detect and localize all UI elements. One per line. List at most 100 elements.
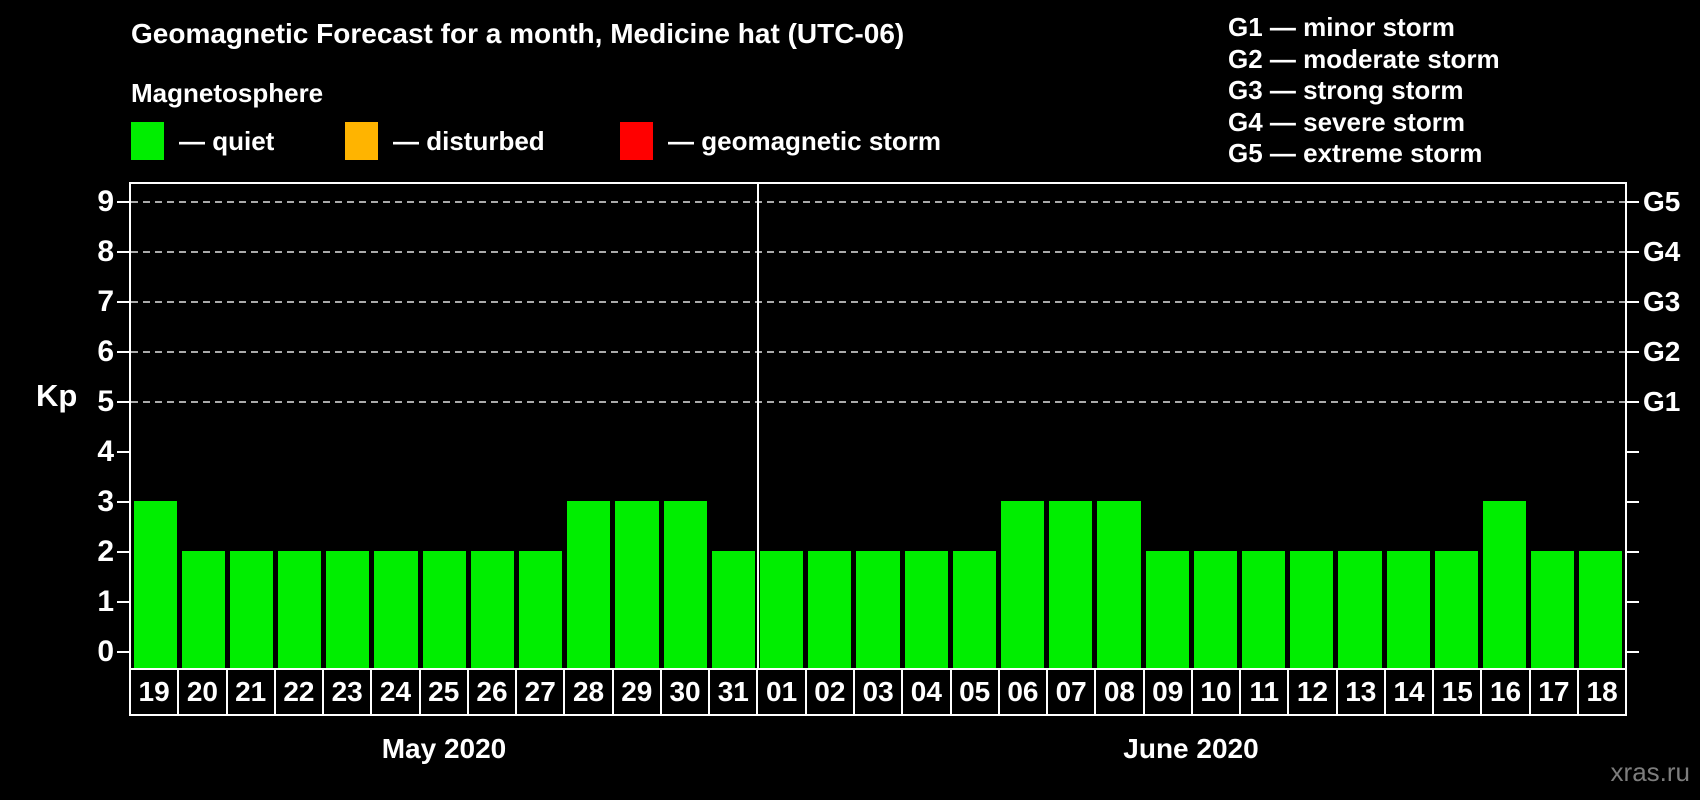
day-cell-09: 09 [1142, 668, 1193, 716]
plot-area [129, 182, 1627, 716]
day-cell-30: 30 [659, 668, 711, 716]
y-tick-label-8: 8 [97, 234, 114, 268]
legend-label-quiet: — quiet [179, 125, 275, 156]
y-tick-label-7: 7 [97, 284, 114, 318]
kp-bar-day-31 [711, 551, 755, 668]
day-cell-17: 17 [1528, 668, 1579, 716]
chart-title: Geomagnetic Forecast for a month, Medici… [131, 18, 905, 49]
right-axis-tick-8 [1627, 250, 1639, 253]
day-cell-27: 27 [515, 668, 566, 716]
kp-bar-day-09 [1145, 551, 1189, 668]
legend-label-disturbed: — disturbed [393, 125, 545, 156]
left-axis-tick-8 [117, 250, 129, 253]
storm-color-swatch [620, 122, 653, 160]
kp-bar-day-21 [229, 551, 274, 668]
left-axis-tick-9 [117, 200, 129, 203]
right-axis-tick-9 [1627, 200, 1639, 203]
kp-bar-day-10 [1193, 551, 1237, 668]
day-cell-08: 08 [1094, 668, 1145, 716]
disturbed-color-swatch [345, 122, 378, 160]
kp-bar-day-06 [1000, 501, 1045, 668]
y-tick-label-5: 5 [97, 384, 114, 418]
storm-scale-g4: G4 — severe storm [1228, 106, 1466, 137]
plot-inner [131, 184, 1625, 716]
day-cell-22: 22 [273, 668, 325, 716]
kp-bar-day-20 [181, 551, 225, 668]
right-axis-tick-1 [1627, 600, 1639, 603]
gridline-kp8 [131, 250, 1625, 253]
quiet-color-swatch [131, 122, 164, 160]
left-axis-tick-0 [117, 650, 129, 653]
day-cell-03: 03 [852, 668, 904, 716]
kp-bar-day-28 [567, 501, 611, 668]
right-axis-tick-2 [1627, 550, 1639, 553]
day-cell-21: 21 [225, 668, 276, 716]
storm-scale-g3: G3 — strong storm [1228, 75, 1464, 105]
day-cell-11: 11 [1239, 668, 1290, 716]
day-axis-band: 19 20 21 22 23 24 25 26 27 28 29 30 31 01 02 03 04 05 06 07… [129, 668, 1628, 716]
day-cell-15: 15 [1432, 668, 1483, 716]
y-tick-label-4: 4 [97, 434, 114, 468]
day-cell-20: 20 [177, 668, 228, 716]
month-separator [756, 184, 759, 716]
storm-scale-g1: G1 — minor storm [1228, 12, 1455, 42]
month-label-may: May 2020 [381, 733, 507, 764]
kp-bar-day-24 [374, 551, 418, 668]
legend-item-disturbed: — disturbed [345, 121, 545, 161]
left-axis-tick-4 [117, 450, 129, 453]
left-axis-tick-6 [117, 350, 129, 353]
kp-bar-day-05 [952, 551, 996, 668]
day-cell-26: 26 [466, 668, 518, 716]
kp-bar-day-17 [1531, 551, 1575, 668]
y-tick-label-3: 3 [97, 484, 114, 518]
kp-bar-day-02 [808, 551, 852, 668]
right-axis-tick-5 [1627, 400, 1639, 403]
right-axis-tick-6 [1627, 350, 1639, 353]
kp-bar-day-19 [133, 501, 177, 668]
legend-label-storm: — geomagnetic storm [668, 125, 942, 156]
day-cell-02: 02 [804, 668, 855, 716]
day-cell-28: 28 [563, 668, 614, 716]
day-cell-23: 23 [322, 668, 373, 716]
y-axis-label: Kp [36, 378, 78, 413]
right-axis-tick-0 [1627, 650, 1639, 653]
storm-scale-legend: G1 — minor storm G2 — moderate storm G3 … [1228, 12, 1500, 170]
day-cell-10: 10 [1190, 668, 1242, 716]
gridline-kp6 [131, 350, 1625, 353]
storm-scale-g2: G2 — moderate storm [1228, 43, 1500, 74]
y-tick-label-0: 0 [97, 634, 114, 668]
kp-bar-day-26 [470, 551, 515, 668]
kp-bar-day-14 [1386, 551, 1430, 668]
day-cell-06: 06 [997, 668, 1049, 716]
kp-bar-day-13 [1338, 551, 1382, 668]
kp-bar-day-01 [760, 551, 804, 668]
left-axis-tick-2 [117, 550, 129, 553]
gridline-kp9 [131, 200, 1625, 203]
gridline-kp5 [131, 400, 1625, 403]
day-cell-13: 13 [1335, 668, 1386, 716]
left-axis-tick-1 [117, 600, 129, 603]
gridline-kp7 [131, 300, 1625, 303]
kp-bar-day-15 [1434, 551, 1478, 668]
kp-bar-day-16 [1482, 501, 1527, 668]
kp-bar-day-30 [663, 501, 707, 668]
day-cell-19: 19 [129, 668, 180, 716]
g-axis-label-g2: G2 [1643, 335, 1681, 367]
kp-bar-day-22 [278, 551, 322, 668]
y-tick-label-2: 2 [97, 534, 114, 568]
g-axis-label-g4: G4 [1643, 235, 1681, 267]
right-axis-tick-4 [1627, 450, 1639, 453]
kp-bar-day-29 [615, 501, 659, 668]
kp-bar-day-27 [519, 551, 563, 668]
left-axis-tick-3 [117, 500, 129, 503]
y-tick-label-1: 1 [97, 584, 114, 618]
magnetosphere-legend-heading: Magnetosphere [131, 78, 324, 108]
kp-bar-day-25 [422, 551, 466, 668]
storm-scale-g5: G5 — extreme storm [1228, 138, 1483, 168]
day-cell-12: 12 [1287, 668, 1338, 716]
day-cell-24: 24 [370, 668, 421, 716]
day-cell-29: 29 [611, 668, 662, 716]
day-cell-25: 25 [418, 668, 469, 716]
day-cell-01: 01 [756, 668, 807, 716]
